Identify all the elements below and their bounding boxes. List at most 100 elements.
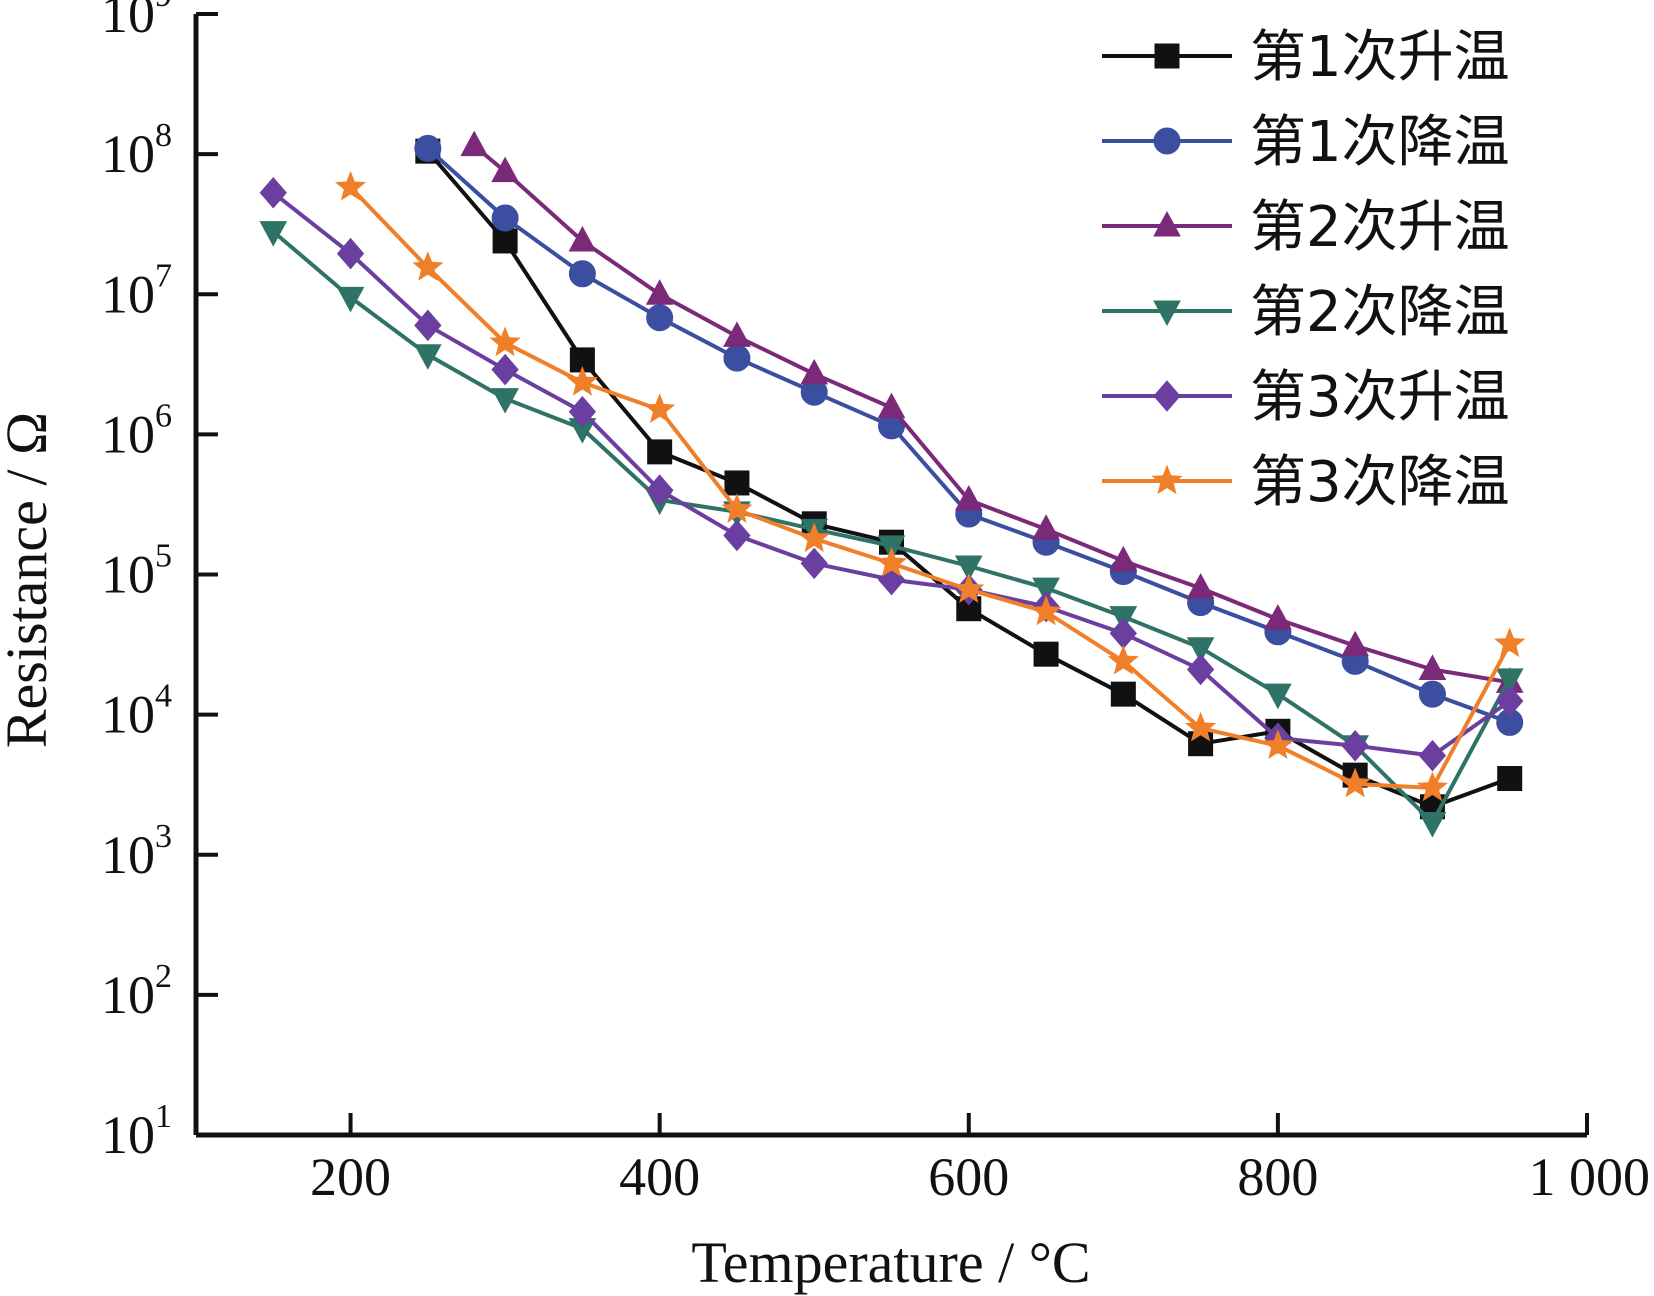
data-point	[1186, 653, 1215, 686]
data-point	[1032, 577, 1060, 604]
data-point	[568, 260, 596, 288]
data-point	[1497, 766, 1523, 792]
y-tick-base: 10	[101, 545, 155, 605]
data-point	[568, 225, 597, 252]
legend-marker	[1153, 210, 1181, 237]
data-point	[568, 395, 597, 428]
data-point	[1030, 595, 1062, 626]
series-line	[349, 185, 1512, 790]
y-tick-exponent: 5	[155, 538, 172, 575]
data-point	[721, 493, 753, 523]
y-tick-exponent: 2	[155, 958, 172, 995]
legend-label: 第2次降温	[1250, 280, 1510, 345]
data-point	[1341, 630, 1370, 657]
x-tick-label: 1 000	[1529, 1147, 1651, 1207]
data-point	[491, 353, 519, 386]
y-tick-exponent: 6	[155, 397, 172, 434]
data-point	[646, 474, 674, 506]
y-tick-label: 108	[101, 117, 172, 184]
data-point	[877, 392, 906, 419]
plot-series	[259, 130, 1526, 838]
x-tick-label: 200	[310, 1147, 391, 1207]
data-point	[954, 484, 983, 511]
x-axis-ticks: 200 400 600 800 1 000	[310, 1113, 1650, 1207]
legend-item: 第3次升温	[1102, 365, 1510, 430]
data-point	[1033, 641, 1059, 667]
legend-label: 第1次降温	[1250, 110, 1510, 175]
data-point	[1418, 811, 1447, 838]
data-point	[954, 555, 983, 582]
data-point	[1262, 729, 1294, 759]
data-point	[566, 366, 599, 396]
legend-item: 第3次降温	[1102, 450, 1510, 515]
data-point	[1418, 680, 1446, 708]
y-tick-base: 10	[101, 825, 155, 885]
legend-item: 第2次升温	[1102, 195, 1510, 260]
data-point	[491, 156, 519, 183]
data-point	[1110, 681, 1136, 707]
y-tick-base: 10	[101, 264, 155, 324]
y-tick-exponent: 4	[155, 678, 172, 715]
x-tick-label: 600	[928, 1147, 1009, 1207]
data-point	[414, 134, 442, 162]
data-point	[336, 237, 365, 270]
data-point	[800, 547, 828, 580]
data-point	[1109, 617, 1137, 650]
data-point	[413, 344, 442, 370]
y-axis-title: Resistance / Ω	[0, 412, 59, 748]
y-tick-label: 102	[101, 958, 172, 1025]
y-tick-exponent: 7	[155, 257, 172, 294]
y-tick-exponent: 3	[155, 818, 172, 855]
data-point	[336, 286, 365, 313]
legend-label: 第1次升温	[1250, 25, 1510, 90]
y-tick-label: 106	[101, 397, 172, 464]
y-tick-label: 109	[101, 0, 172, 44]
data-point	[1109, 545, 1138, 572]
data-point	[489, 326, 521, 357]
data-point	[1188, 731, 1214, 757]
series-6	[335, 170, 1526, 802]
data-point	[259, 221, 288, 247]
y-tick-base: 10	[101, 124, 155, 184]
data-point	[1496, 685, 1524, 717]
legend-label: 第3次升温	[1250, 365, 1510, 430]
data-point	[1418, 739, 1447, 772]
series-3	[460, 130, 1524, 693]
y-axis-ticks: 101102103104105106107108109	[101, 0, 218, 1165]
data-point	[875, 547, 908, 577]
data-point	[723, 519, 751, 552]
data-point	[1107, 644, 1139, 675]
y-tick-base: 10	[101, 685, 155, 745]
data-point	[335, 170, 367, 201]
y-tick-base: 10	[101, 1105, 155, 1165]
data-point	[412, 251, 444, 281]
data-point	[259, 176, 287, 209]
y-tick-label: 104	[101, 678, 172, 745]
x-axis-title: Temperature / °C	[691, 1230, 1090, 1295]
data-point	[800, 358, 829, 385]
legend-marker	[1153, 127, 1181, 155]
data-point	[724, 470, 750, 496]
data-point	[460, 130, 489, 157]
data-point	[491, 388, 519, 414]
data-point	[647, 439, 673, 465]
y-tick-exponent: 1	[155, 1098, 172, 1135]
data-point	[953, 573, 985, 603]
x-tick-label: 800	[1237, 1147, 1318, 1207]
data-point	[1339, 767, 1371, 798]
data-point	[492, 228, 518, 254]
y-tick-base: 10	[101, 965, 155, 1025]
data-point	[1341, 729, 1369, 762]
y-tick-label: 103	[101, 818, 172, 885]
data-point	[646, 304, 674, 332]
data-point	[491, 204, 519, 232]
y-tick-exponent: 9	[155, 0, 172, 14]
data-point	[798, 522, 830, 553]
data-point	[723, 321, 751, 347]
data-point	[1495, 668, 1524, 694]
legend-marker	[1151, 464, 1183, 495]
x-tick-label: 400	[619, 1147, 700, 1207]
y-tick-label: 107	[101, 257, 172, 324]
